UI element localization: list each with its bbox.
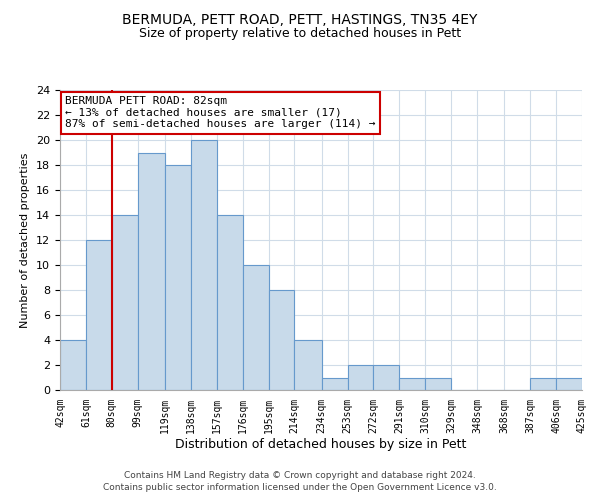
Bar [112,215,137,390]
Bar [60,340,86,390]
Y-axis label: Number of detached properties: Number of detached properties [20,152,31,328]
Bar [322,378,347,390]
Text: BERMUDA, PETT ROAD, PETT, HASTINGS, TN35 4EY: BERMUDA, PETT ROAD, PETT, HASTINGS, TN35… [122,12,478,26]
Text: BERMUDA PETT ROAD: 82sqm
← 13% of detached houses are smaller (17)
87% of semi-d: BERMUDA PETT ROAD: 82sqm ← 13% of detach… [65,96,376,129]
Bar [425,378,451,390]
Bar [242,265,269,390]
Bar [400,378,425,390]
Bar [347,365,373,390]
Bar [269,290,295,390]
Bar [137,152,165,390]
Bar [165,165,191,390]
Bar [295,340,322,390]
Bar [191,140,217,390]
Bar [217,215,242,390]
Bar [530,378,556,390]
Bar [556,378,582,390]
X-axis label: Distribution of detached houses by size in Pett: Distribution of detached houses by size … [175,438,467,452]
Text: Contains public sector information licensed under the Open Government Licence v3: Contains public sector information licen… [103,484,497,492]
Text: Contains HM Land Registry data © Crown copyright and database right 2024.: Contains HM Land Registry data © Crown c… [124,471,476,480]
Bar [86,240,112,390]
Text: Size of property relative to detached houses in Pett: Size of property relative to detached ho… [139,28,461,40]
Bar [373,365,400,390]
